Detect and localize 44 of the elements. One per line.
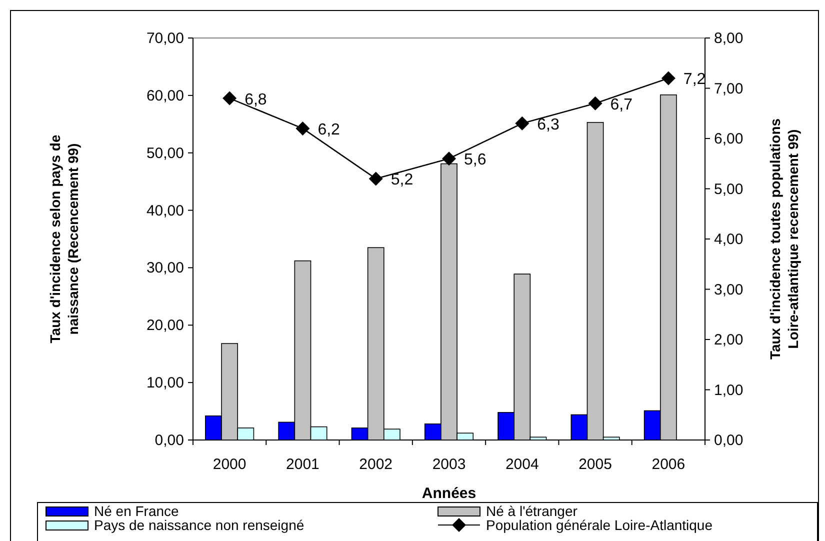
x-tick-label: 2002	[359, 456, 393, 473]
y2-tick-label: 6,00	[714, 130, 744, 148]
point	[368, 172, 383, 186]
y-tick-label: 40,00	[146, 202, 184, 220]
y2-tick-label: 4,00	[714, 231, 744, 248]
x-tick-label: 2003	[432, 456, 466, 473]
point	[588, 96, 602, 110]
y-axis-title: Taux d'incidence selon pays de naissance (Recencement 99)	[47, 134, 81, 344]
point	[661, 71, 676, 86]
y2-tick-label: 8,00	[714, 30, 744, 47]
data-label: 6,2	[318, 121, 340, 138]
data-label: 7,2	[683, 71, 706, 88]
data-label: 6,7	[610, 96, 633, 114]
x-tick-label: 2000	[212, 456, 246, 473]
x-tick-label: 2006	[652, 456, 686, 473]
legend-label: Né à l'étranger	[486, 503, 578, 519]
y2-tick-label: 7,00	[714, 80, 744, 98]
x-tick-label: 2004	[505, 456, 539, 473]
y2-axis-title: Taux d'incidence toutes populations Loire-atlantique recencement 99)	[767, 118, 801, 360]
legend-label: Pays de naissance non renseigné	[94, 517, 304, 533]
point	[222, 91, 237, 106]
x-tick-label: 2001	[286, 456, 320, 473]
x-axis-title: Années	[422, 485, 476, 502]
x-tick-label: 2005	[578, 456, 612, 473]
data-label: 6,8	[244, 91, 267, 108]
data-label: 5,2	[390, 172, 414, 189]
y2-tick-label: 2,00	[714, 332, 744, 348]
y-tick-label: 50,00	[146, 144, 184, 162]
y2-tick-label: 1,00	[714, 382, 744, 399]
y2-tick-label: 0,00	[714, 432, 744, 449]
legend-label: Né en France	[94, 503, 180, 519]
point	[296, 121, 310, 136]
y-tick-label: 20,00	[146, 317, 184, 334]
y2-tick-label: 3,00	[714, 281, 744, 298]
point	[442, 152, 456, 166]
y-tick-label: 10,00	[146, 374, 184, 392]
y-tick-label: 60,00	[146, 87, 184, 104]
point	[515, 116, 530, 130]
y-tick-label: 70,00	[146, 30, 184, 47]
y-tick-label: 30,00	[146, 260, 184, 277]
y-tick-label: 0,00	[154, 432, 184, 449]
data-label: 5,6	[464, 152, 486, 169]
data-label: 6,3	[537, 116, 560, 134]
y2-tick-label: 5,00	[714, 180, 744, 198]
